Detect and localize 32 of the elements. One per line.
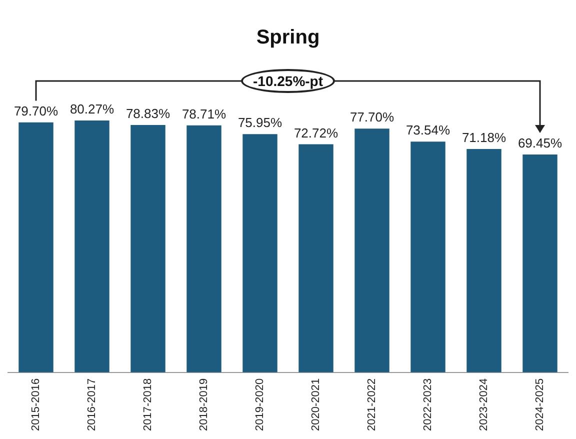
data-label: 75.95% bbox=[238, 115, 282, 130]
bar bbox=[522, 154, 558, 372]
data-label: 78.71% bbox=[182, 106, 226, 122]
chart-title: Spring bbox=[256, 26, 320, 49]
data-label: 77.70% bbox=[350, 110, 394, 125]
data-label: 73.54% bbox=[406, 122, 450, 138]
x-tick-label: 2022-2023 bbox=[422, 378, 434, 432]
data-label: 71.18% bbox=[462, 130, 506, 146]
x-tick-label: 2023-2024 bbox=[478, 378, 490, 432]
x-tick-label: 2019-2020 bbox=[254, 378, 266, 432]
data-label: 78.83% bbox=[126, 106, 170, 122]
x-tick-label: 2018-2019 bbox=[198, 378, 210, 432]
bar bbox=[18, 122, 54, 372]
data-label: 79.70% bbox=[14, 103, 58, 118]
bar bbox=[410, 142, 446, 372]
bar bbox=[130, 125, 166, 372]
bar bbox=[186, 125, 222, 372]
text: -10.25%-pt bbox=[241, 68, 336, 93]
data-label: 69.45% bbox=[518, 136, 562, 151]
bar bbox=[242, 134, 278, 372]
x-tick-label: 2016-2017 bbox=[86, 378, 98, 432]
bar bbox=[74, 120, 110, 372]
data-label: 80.27% bbox=[70, 102, 114, 117]
x-tick-label: 2021-2022 bbox=[366, 378, 378, 432]
bar bbox=[466, 149, 502, 372]
x-tick-label: 2015-2016 bbox=[30, 378, 42, 432]
x-tick-label: 2017-2018 bbox=[142, 378, 154, 432]
x-tick-label: 2020-2021 bbox=[310, 378, 322, 432]
x-tick-label: 2024-2025 bbox=[534, 378, 546, 432]
bar bbox=[298, 144, 334, 372]
data-label: 72.72% bbox=[294, 125, 338, 140]
bar bbox=[354, 128, 390, 372]
